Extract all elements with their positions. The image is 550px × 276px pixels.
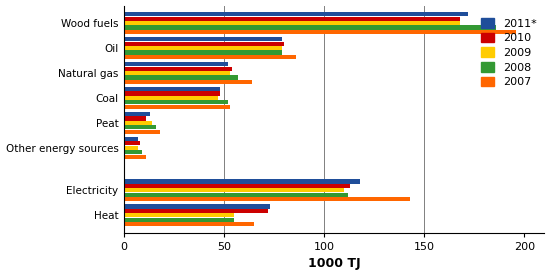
Bar bbox=[124, 130, 160, 134]
Bar bbox=[124, 80, 252, 84]
Bar bbox=[124, 204, 270, 209]
Bar bbox=[124, 125, 156, 129]
Bar bbox=[124, 116, 146, 121]
Bar bbox=[124, 137, 138, 141]
Bar bbox=[124, 12, 469, 17]
Bar bbox=[124, 42, 284, 46]
Bar bbox=[124, 91, 220, 96]
X-axis label: 1000 TJ: 1000 TJ bbox=[308, 258, 361, 270]
Bar bbox=[124, 75, 238, 79]
Bar bbox=[124, 141, 140, 145]
Bar bbox=[124, 184, 350, 188]
Bar bbox=[124, 193, 348, 197]
Bar bbox=[124, 17, 460, 21]
Bar bbox=[124, 188, 344, 192]
Bar bbox=[124, 25, 497, 30]
Bar bbox=[124, 21, 460, 25]
Bar bbox=[124, 179, 360, 184]
Bar bbox=[124, 87, 220, 91]
Legend: 2011*, 2010, 2009, 2008, 2007: 2011*, 2010, 2009, 2008, 2007 bbox=[478, 16, 539, 89]
Bar bbox=[124, 30, 516, 34]
Bar bbox=[124, 51, 282, 55]
Bar bbox=[124, 55, 296, 59]
Bar bbox=[124, 217, 234, 222]
Bar bbox=[124, 146, 138, 150]
Bar bbox=[124, 96, 218, 100]
Bar bbox=[124, 213, 234, 217]
Bar bbox=[124, 209, 268, 213]
Bar bbox=[124, 100, 228, 104]
Bar bbox=[124, 105, 230, 109]
Bar bbox=[124, 121, 152, 125]
Bar bbox=[124, 155, 146, 159]
Bar bbox=[124, 67, 232, 71]
Bar bbox=[124, 37, 282, 41]
Bar bbox=[124, 46, 282, 50]
Bar bbox=[124, 112, 150, 116]
Bar bbox=[124, 197, 410, 201]
Bar bbox=[124, 62, 228, 66]
Bar bbox=[124, 71, 230, 75]
Bar bbox=[124, 150, 142, 154]
Bar bbox=[124, 222, 254, 226]
